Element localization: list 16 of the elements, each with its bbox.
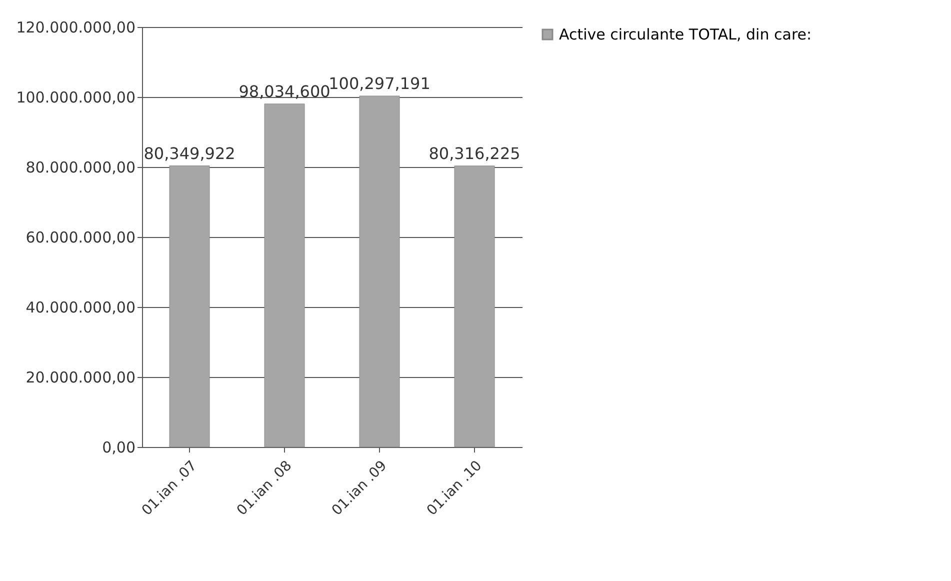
bar (264, 104, 305, 448)
data-label: 100,297,191 (328, 74, 430, 93)
bar (359, 96, 400, 448)
data-label: 98,034,600 (238, 82, 330, 101)
legend-label: Active circulante TOTAL, din care: (559, 26, 812, 44)
bar (454, 166, 495, 448)
data-label: 80,349,922 (144, 144, 236, 163)
y-tick-label: 60.000.000,00 (26, 228, 136, 246)
bar (169, 166, 210, 448)
y-tick-label: 40.000.000,00 (26, 298, 136, 316)
y-tick-label: 80.000.000,00 (26, 158, 136, 176)
y-tick-label: 0,00 (102, 438, 136, 456)
y-tick-label: 100.000.000,00 (16, 88, 136, 106)
y-tick-label: 120.000.000,00 (16, 18, 136, 36)
y-tick-label: 20.000.000,00 (26, 368, 136, 386)
data-label: 80,316,225 (428, 144, 520, 163)
